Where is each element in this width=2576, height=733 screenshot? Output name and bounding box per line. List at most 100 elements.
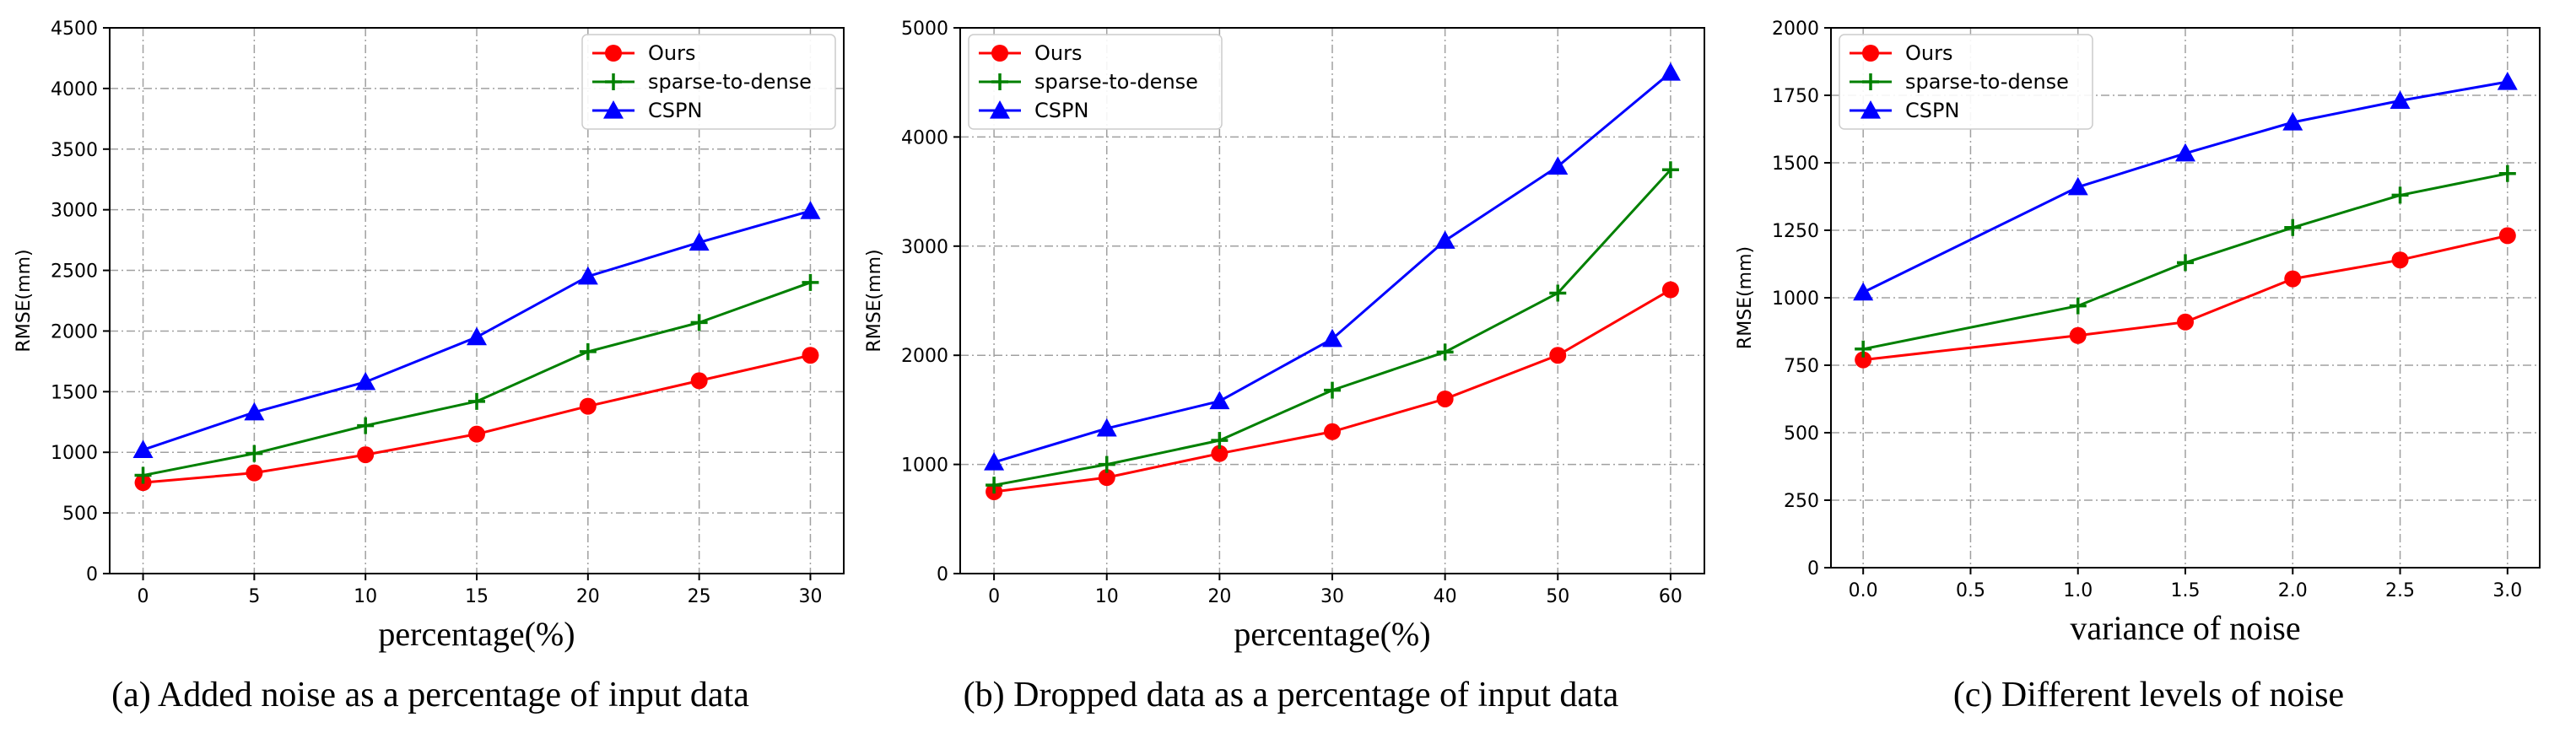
legend-marker-sparse-to-dense (991, 73, 1008, 90)
legend-marker-sparse-to-dense (1862, 73, 1879, 90)
x-tick-label: 3.0 (2492, 580, 2522, 601)
data-point-sparse-to-dense (2177, 254, 2194, 272)
x-tick-label: 0 (988, 586, 1000, 607)
data-point-cspn (2497, 72, 2518, 90)
data-point-cspn (467, 326, 487, 346)
x-tick-label: 40 (1434, 586, 1457, 607)
data-point-ours (1855, 351, 1872, 369)
data-point-sparse-to-dense (802, 273, 819, 291)
y-tick-label: 1500 (1772, 154, 1819, 175)
x-tick-label: 2.5 (2385, 580, 2415, 601)
y-tick-label: 3500 (51, 140, 98, 161)
data-point-cspn (244, 402, 265, 421)
x-tick-label: 15 (465, 586, 489, 607)
x-tick-label: 1.5 (2171, 580, 2201, 601)
series-cspn (984, 62, 1681, 471)
y-tick-label: 2500 (51, 261, 98, 283)
series-cspn (132, 201, 821, 458)
x-tick-label: 0.0 (1849, 580, 1878, 601)
data-point-sparse-to-dense (2391, 186, 2409, 204)
y-tick-label: 1500 (51, 382, 98, 403)
data-point-cspn (132, 439, 154, 458)
legend-box (581, 34, 836, 130)
y-tick-label: 500 (1784, 423, 1819, 445)
y-tick-label: 2000 (1772, 19, 1819, 40)
x-tick-label: 10 (354, 586, 377, 607)
y-tick-label: 750 (1784, 356, 1819, 377)
series-sparse-to-dense (1855, 164, 2516, 358)
legend: Ours sparse-to-dense CSPN (1839, 34, 2093, 130)
y-tick-label: 3000 (51, 201, 98, 222)
legend-label-sparse-to-dense: sparse-to-dense (648, 70, 812, 94)
legend-label-ours: Ours (1905, 41, 1952, 65)
series-line-ours (1863, 234, 2508, 362)
caption-a: (a) Added noise as a percentage of input… (111, 676, 749, 714)
x-axis-label: percentage(%) (378, 615, 575, 653)
x-tick-label: 60 (1659, 586, 1682, 607)
x-tick-label: 2.0 (2278, 580, 2308, 601)
legend-label-cspn: CSPN (1034, 99, 1088, 122)
x-axis: 0 5 10 15 20 25 30 (138, 574, 822, 607)
y-tick-label: 0 (1807, 558, 1819, 579)
y-tick-label: 4000 (901, 127, 948, 148)
data-point-cspn (800, 201, 821, 219)
y-tick-label: 500 (62, 504, 98, 525)
legend-box (1839, 34, 2093, 130)
x-axis-label: variance of noise (2070, 609, 2300, 647)
y-tick-label: 1000 (1772, 288, 1819, 310)
y-axis: 0 500 1000 1500 2000 2500 3000 3500 4000 4500 (51, 19, 110, 585)
data-point-ours (1661, 281, 1679, 299)
line-chart-b: 0 10 20 30 40 50 60 0 1000 2000 3000 4000 5000 RMSE(m… (864, 19, 1705, 653)
data-point-cspn (1096, 418, 1117, 437)
data-point-sparse-to-dense (1098, 455, 1115, 473)
data-point-sparse-to-dense (357, 417, 375, 434)
y-tick-label: 1000 (901, 455, 948, 477)
y-tick-label: 1750 (1772, 86, 1819, 107)
chart-panel-b: 0 10 20 30 40 50 60 0 1000 2000 3000 4000 5000 RMSE(m… (861, 0, 1721, 733)
y-tick-label: 0 (86, 564, 98, 585)
legend-label-cspn: CSPN (648, 99, 702, 122)
legend-label-ours: Ours (648, 41, 695, 65)
data-point-ours (357, 446, 375, 464)
x-tick-label: 5 (248, 586, 260, 607)
legend-label-cspn: CSPN (1905, 99, 1959, 122)
legend-marker-cspn (603, 100, 624, 119)
legend-label-sparse-to-dense: sparse-to-dense (1905, 70, 2069, 94)
data-point-ours (2177, 313, 2194, 331)
series-cspn (1853, 72, 2518, 301)
data-point-cspn (2067, 176, 2088, 196)
x-tick-label: 0 (138, 586, 149, 607)
data-point-sparse-to-dense (690, 314, 708, 331)
y-axis-label: RMSE(mm) (1735, 246, 1756, 349)
data-point-cspn (2175, 143, 2195, 162)
legend-box (968, 34, 1223, 130)
legend-marker-ours (991, 45, 1008, 62)
data-point-ours (468, 425, 485, 443)
data-point-sparse-to-dense (1436, 343, 1454, 361)
data-point-sparse-to-dense (1211, 432, 1229, 450)
x-tick-label: 20 (1207, 586, 1231, 607)
line-chart-c: 0.0 0.5 1.0 1.5 2.0 2.5 3.0 0 250 500 750 1000 1250 1… (1735, 19, 2541, 647)
data-point-sparse-to-dense (468, 392, 485, 410)
legend-marker-ours (605, 45, 622, 62)
y-tick-label: 1250 (1772, 221, 1819, 242)
data-point-sparse-to-dense (1855, 340, 1872, 358)
data-point-sparse-to-dense (579, 342, 597, 360)
x-axis-label: percentage(%) (1234, 615, 1430, 653)
x-tick-label: 30 (798, 586, 822, 607)
legend-label-ours: Ours (1034, 41, 1082, 65)
y-axis-label: RMSE(mm) (864, 249, 885, 352)
data-point-cspn (1322, 328, 1342, 348)
y-axis: 0 250 500 750 1000 1250 1500 1750 2000 (1772, 19, 1831, 579)
x-tick-label: 20 (576, 586, 600, 607)
x-tick-label: 25 (688, 586, 711, 607)
data-point-cspn (577, 266, 598, 285)
series-ours (986, 281, 1679, 500)
data-point-sparse-to-dense (2069, 297, 2087, 315)
data-point-cspn (355, 371, 376, 391)
x-tick-label: 30 (1320, 586, 1344, 607)
data-point-cspn (1209, 391, 1230, 410)
data-point-sparse-to-dense (1324, 381, 1341, 399)
x-tick-label: 1.0 (2063, 580, 2093, 601)
